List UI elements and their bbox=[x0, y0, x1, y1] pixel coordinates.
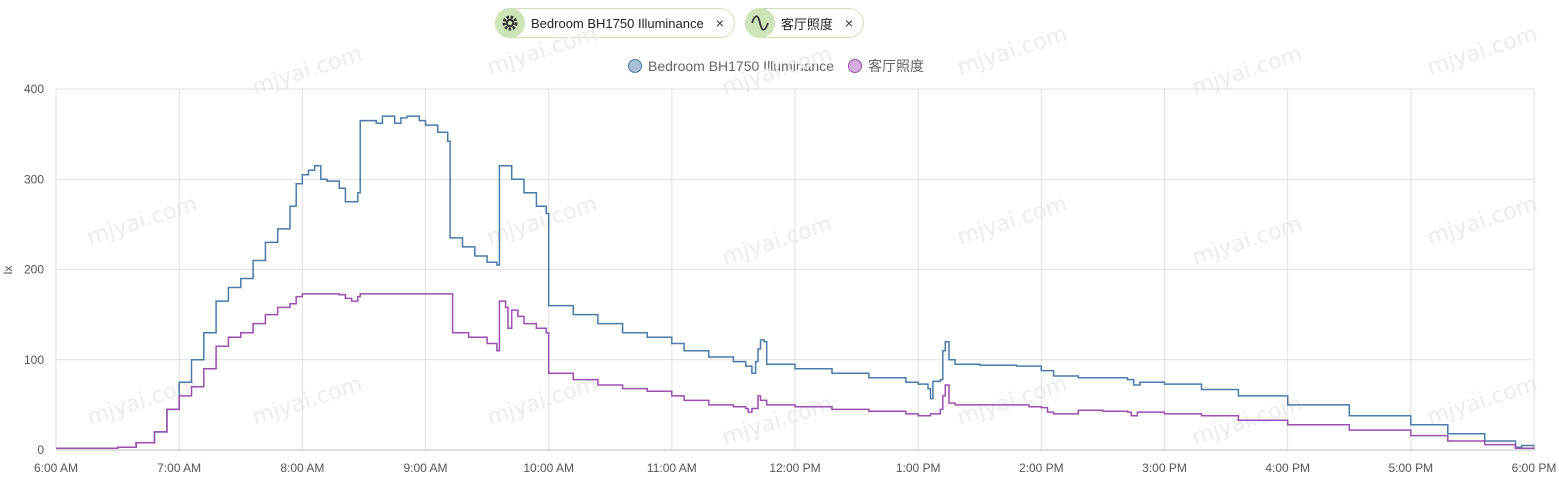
x-tick-label: 8:00 AM bbox=[280, 461, 324, 475]
watermark-text: mjyai.com bbox=[84, 192, 200, 251]
x-tick-label: 2:00 PM bbox=[1019, 461, 1064, 475]
filter-chip-label: Bedroom BH1750 Illuminance bbox=[531, 15, 704, 31]
watermark-text: mjyai.com bbox=[1424, 22, 1540, 81]
filter-chip-label: 客厅照度 bbox=[780, 16, 833, 32]
x-tick-label: 10:00 AM bbox=[523, 461, 574, 475]
legend-swatch-living bbox=[848, 59, 862, 73]
filter-chips: Bedroom BH1750 Illuminance × 客厅照度 × bbox=[495, 8, 865, 38]
series-line-bedroom bbox=[56, 115, 1535, 449]
watermark-text: mjyai.com bbox=[484, 372, 600, 431]
x-tick-label: 4:00 PM bbox=[1265, 461, 1310, 475]
grid bbox=[55, 88, 1535, 451]
y-tick-label: 0 bbox=[37, 443, 44, 457]
watermark-text: mjyai.com bbox=[484, 22, 600, 81]
x-tick-label: 6:00 AM bbox=[34, 461, 78, 475]
legend-item-bedroom[interactable]: Bedroom BH1750 Illuminance bbox=[628, 58, 834, 74]
legend-label: 客厅照度 bbox=[868, 58, 924, 74]
close-icon[interactable]: × bbox=[715, 15, 724, 31]
x-tick-label: 12:00 PM bbox=[769, 461, 820, 475]
series-line-living bbox=[56, 293, 1535, 449]
watermark-text: mjyai.com bbox=[719, 42, 835, 101]
x-tick-label: 1:00 PM bbox=[896, 461, 941, 475]
legend-item-living[interactable]: 客厅照度 bbox=[848, 56, 924, 76]
x-tick-label: 11:00 AM bbox=[647, 461, 697, 475]
filter-chip-living[interactable]: 客厅照度 × bbox=[744, 8, 865, 38]
y-tick-label: 100 bbox=[24, 353, 44, 367]
y-tick-label: 300 bbox=[24, 172, 44, 186]
x-axis: 6:00 AM 7:00 AM 8:00 AM 9:00 AM 10:00 AM 11:0… bbox=[34, 461, 1556, 475]
x-tick-label: 7:00 AM bbox=[157, 461, 201, 475]
x-tick-label: 5:00 PM bbox=[1388, 461, 1433, 475]
x-tick-label: 6:00 PM bbox=[1512, 461, 1557, 475]
x-tick-label: 9:00 AM bbox=[403, 461, 447, 475]
watermark-text: mjyai.com bbox=[249, 42, 365, 101]
close-icon[interactable]: × bbox=[844, 15, 854, 31]
watermark-text: mjyai.com bbox=[719, 212, 835, 271]
y-axis-label: lx bbox=[1, 266, 15, 275]
y-tick-label: 400 bbox=[24, 82, 44, 96]
y-tick-label: 200 bbox=[24, 263, 44, 277]
watermark-text: mjyai.com bbox=[1424, 192, 1540, 251]
filter-chip-bedroom[interactable]: Bedroom BH1750 Illuminance × bbox=[495, 8, 735, 38]
chart-legend: Bedroom BH1750 Illuminance 客厅照度 bbox=[628, 56, 924, 76]
x-tick-label: 3:00 PM bbox=[1142, 461, 1187, 475]
series bbox=[56, 115, 1535, 449]
watermark-text: mjyai.com bbox=[719, 392, 835, 451]
sine-wave-icon bbox=[744, 8, 775, 38]
watermark-text: mjyai.com bbox=[84, 372, 200, 431]
watermark-text: mjyai.com bbox=[1424, 372, 1540, 431]
watermark-text: mjyai.com bbox=[249, 372, 365, 431]
gear-icon bbox=[495, 8, 525, 38]
watermark-text: mjyai.com bbox=[954, 22, 1070, 81]
y-axis: 0 100 200 300 400 bbox=[24, 82, 44, 457]
watermark-text: mjyai.com bbox=[484, 192, 600, 251]
legend-label: Bedroom BH1750 Illuminance bbox=[648, 58, 834, 74]
watermark-text: mjyai.com bbox=[954, 372, 1070, 431]
watermark-text: mjyai.com bbox=[954, 192, 1070, 251]
legend-swatch-bedroom bbox=[628, 59, 642, 73]
